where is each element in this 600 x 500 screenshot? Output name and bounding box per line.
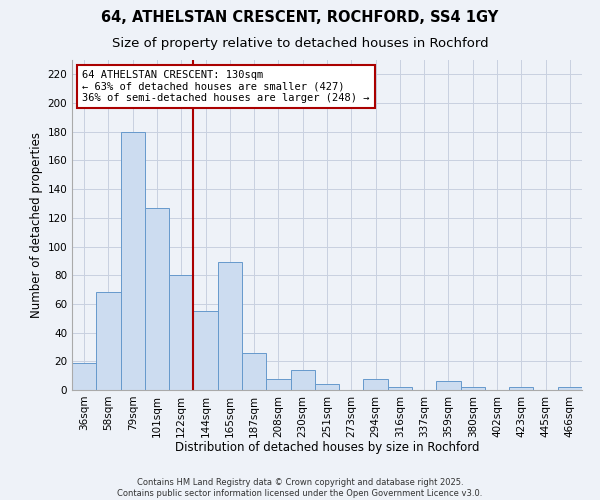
Bar [193, 311, 218, 390]
Bar [218, 262, 242, 390]
X-axis label: Distribution of detached houses by size in Rochford: Distribution of detached houses by size … [175, 441, 479, 454]
Bar [169, 275, 193, 390]
Text: 64, ATHELSTAN CRESCENT, ROCHFORD, SS4 1GY: 64, ATHELSTAN CRESCENT, ROCHFORD, SS4 1G… [101, 10, 499, 25]
Bar [315, 384, 339, 390]
Text: 64 ATHELSTAN CRESCENT: 130sqm
← 63% of detached houses are smaller (427)
36% of : 64 ATHELSTAN CRESCENT: 130sqm ← 63% of d… [82, 70, 370, 103]
Bar [145, 208, 169, 390]
Bar [509, 387, 533, 390]
Bar [364, 378, 388, 390]
Bar [558, 387, 582, 390]
Bar [121, 132, 145, 390]
Bar [242, 352, 266, 390]
Bar [290, 370, 315, 390]
Bar [96, 292, 121, 390]
Bar [436, 382, 461, 390]
Text: Contains HM Land Registry data © Crown copyright and database right 2025.
Contai: Contains HM Land Registry data © Crown c… [118, 478, 482, 498]
Y-axis label: Number of detached properties: Number of detached properties [30, 132, 43, 318]
Text: Size of property relative to detached houses in Rochford: Size of property relative to detached ho… [112, 38, 488, 51]
Bar [388, 387, 412, 390]
Bar [266, 378, 290, 390]
Bar [72, 362, 96, 390]
Bar [461, 387, 485, 390]
